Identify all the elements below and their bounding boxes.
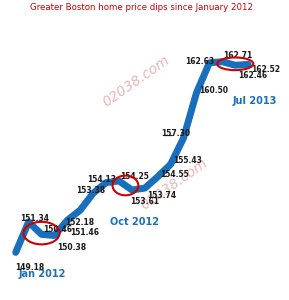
- Text: 154.55: 154.55: [160, 170, 189, 179]
- Title: Greater Boston home price dips since January 2012: Greater Boston home price dips since Jan…: [30, 3, 253, 12]
- Text: 150.46: 150.46: [43, 225, 72, 234]
- Text: 162.71: 162.71: [224, 51, 253, 60]
- Text: 153.38: 153.38: [76, 186, 105, 195]
- Text: Jan 2012: Jan 2012: [18, 269, 66, 280]
- Text: 149.18: 149.18: [15, 263, 44, 272]
- Text: Oct 2012: Oct 2012: [110, 217, 159, 227]
- Text: 154.25: 154.25: [120, 172, 149, 181]
- Text: 153.61: 153.61: [131, 197, 160, 206]
- Text: 162.63: 162.63: [186, 57, 215, 66]
- Text: 162.46: 162.46: [238, 71, 267, 80]
- Text: 154.13: 154.13: [87, 175, 116, 184]
- Text: 151.46: 151.46: [71, 228, 100, 237]
- Text: 162.52: 162.52: [251, 65, 280, 74]
- Text: Jul 2013: Jul 2013: [233, 96, 277, 106]
- Text: 155.43: 155.43: [173, 156, 202, 165]
- Text: 02038.com: 02038.com: [138, 156, 211, 213]
- Text: 151.34: 151.34: [20, 214, 49, 223]
- Text: 157.30: 157.30: [162, 128, 191, 137]
- Text: 153.74: 153.74: [147, 191, 177, 200]
- Text: 02038.com: 02038.com: [100, 53, 172, 110]
- Text: 160.50: 160.50: [199, 86, 228, 95]
- Text: 150.38: 150.38: [58, 243, 87, 252]
- Text: 152.18: 152.18: [65, 218, 94, 226]
